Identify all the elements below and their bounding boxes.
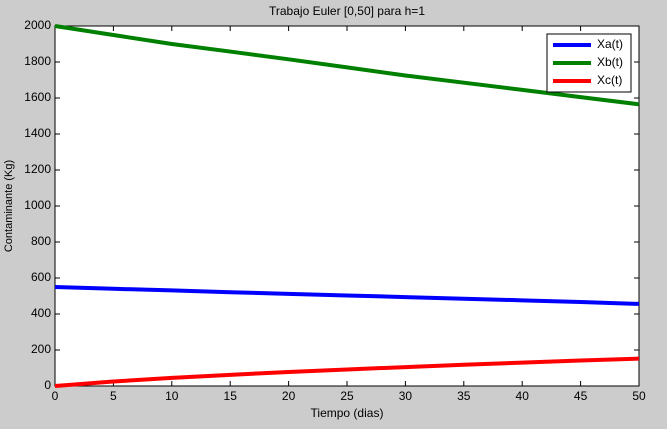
plot-area xyxy=(54,25,640,387)
y-tick-label: 1200 xyxy=(24,162,51,176)
y-tick-label: 0 xyxy=(44,378,51,392)
y-tick-label: 600 xyxy=(31,270,51,284)
x-tick-label: 0 xyxy=(52,389,59,403)
x-axis-label: Tiempo (dias) xyxy=(311,406,384,420)
x-tick-label: 10 xyxy=(165,389,179,403)
y-tick-label: 800 xyxy=(31,234,51,248)
y-tick-label: 1800 xyxy=(24,54,51,68)
y-tick-label: 200 xyxy=(31,342,51,356)
y-tick-label: 2000 xyxy=(24,18,51,32)
x-tick-label: 40 xyxy=(516,389,530,403)
y-tick-label: 400 xyxy=(31,306,51,320)
x-tick-label: 45 xyxy=(574,389,588,403)
x-tick-label: 20 xyxy=(282,389,296,403)
x-tick-label: 5 xyxy=(110,389,117,403)
x-tick-label: 50 xyxy=(632,389,646,403)
series-line xyxy=(54,285,640,306)
y-tick-label: 1000 xyxy=(24,198,51,212)
x-tick-label: 30 xyxy=(399,389,413,403)
x-tick-label: 15 xyxy=(224,389,238,403)
chart-title: Trabajo Euler [0,50] para h=1 xyxy=(269,4,425,18)
x-tick-label: 35 xyxy=(457,389,471,403)
legend-label: Xc(t) xyxy=(597,73,622,87)
y-tick-label: 1600 xyxy=(24,90,51,104)
y-tick-label: 1400 xyxy=(24,126,51,140)
series-line xyxy=(54,24,640,107)
legend-label: Xb(t) xyxy=(597,55,623,69)
legend-label: Xa(t) xyxy=(597,37,623,51)
y-axis-label: Contaminante (Kg) xyxy=(3,160,15,252)
x-tick-label: 25 xyxy=(340,389,354,403)
series-line xyxy=(54,356,640,388)
